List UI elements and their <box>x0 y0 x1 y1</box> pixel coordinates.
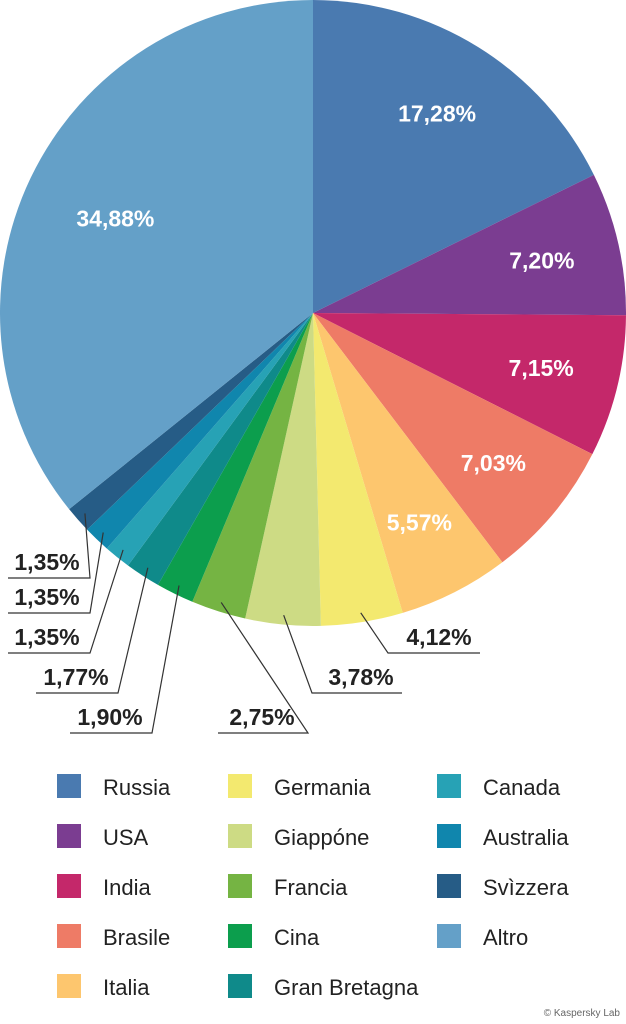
leader-line <box>8 549 124 654</box>
leader-line <box>36 567 149 694</box>
legend-label: Italia <box>103 975 150 1000</box>
legend-swatch <box>437 924 461 948</box>
value-label: 1,90% <box>77 704 142 730</box>
legend-label: Francia <box>274 875 348 900</box>
leader-line <box>360 612 480 654</box>
legend-label: Altro <box>483 925 528 950</box>
value-label: 5,57% <box>387 509 452 535</box>
pie-slice <box>192 313 313 619</box>
legend-swatch <box>57 874 81 898</box>
value-label: 1,35% <box>14 584 79 610</box>
leader-line <box>283 614 402 694</box>
legend-swatch <box>228 924 252 948</box>
pie-slice <box>245 313 321 627</box>
legend-swatch <box>57 774 81 798</box>
legend-label: Germania <box>274 775 371 800</box>
pie-slice <box>313 313 593 563</box>
pie-slice <box>69 313 313 530</box>
legend-label: Australia <box>483 825 569 850</box>
value-label: 1,77% <box>43 664 108 690</box>
legend-label: India <box>103 875 151 900</box>
pie-slice <box>313 174 626 316</box>
leader-line <box>8 513 91 579</box>
credit: © Kaspersky Lab <box>544 1008 621 1019</box>
legend-label: USA <box>103 825 149 850</box>
legend-label: Canada <box>483 775 561 800</box>
legend-swatch <box>57 824 81 848</box>
legend-swatch <box>437 824 461 848</box>
value-label: 1,35% <box>14 624 79 650</box>
value-label: 17,28% <box>398 101 476 127</box>
leader-line <box>70 585 180 734</box>
pie-slice <box>0 0 314 510</box>
pie-slice <box>128 313 313 585</box>
legend-label: Russia <box>103 775 171 800</box>
pie-slice <box>313 313 403 626</box>
legend-swatch <box>57 974 81 998</box>
legend-swatch <box>437 874 461 898</box>
pie-slice <box>106 313 313 566</box>
legend-label: Brasile <box>103 925 170 950</box>
leader-line <box>218 602 310 734</box>
value-label: 2,75% <box>229 704 294 730</box>
legend-swatch <box>57 924 81 948</box>
legend-label: Giappóne <box>274 825 369 850</box>
value-label: 7,03% <box>461 450 526 476</box>
value-label: 7,20% <box>509 248 574 274</box>
pie-slice <box>87 313 313 549</box>
value-label: 3,78% <box>328 664 393 690</box>
legend-swatch <box>228 974 252 998</box>
pie-slice <box>157 313 313 602</box>
legend-swatch <box>228 774 252 798</box>
pie-slice <box>313 313 503 613</box>
legend-swatch <box>437 774 461 798</box>
pie-slice <box>313 0 594 313</box>
legend-label: Cina <box>274 925 320 950</box>
value-label: 7,15% <box>509 355 574 381</box>
value-label: 1,35% <box>14 549 79 575</box>
legend-swatch <box>228 874 252 898</box>
value-label: 34,88% <box>76 205 154 231</box>
leader-line <box>8 532 104 614</box>
value-label: 4,12% <box>406 624 471 650</box>
legend-label: Gran Bretagna <box>274 975 419 1000</box>
legend-swatch <box>228 824 252 848</box>
pie-slice <box>313 313 626 455</box>
legend-label: Svìzzera <box>483 875 569 900</box>
